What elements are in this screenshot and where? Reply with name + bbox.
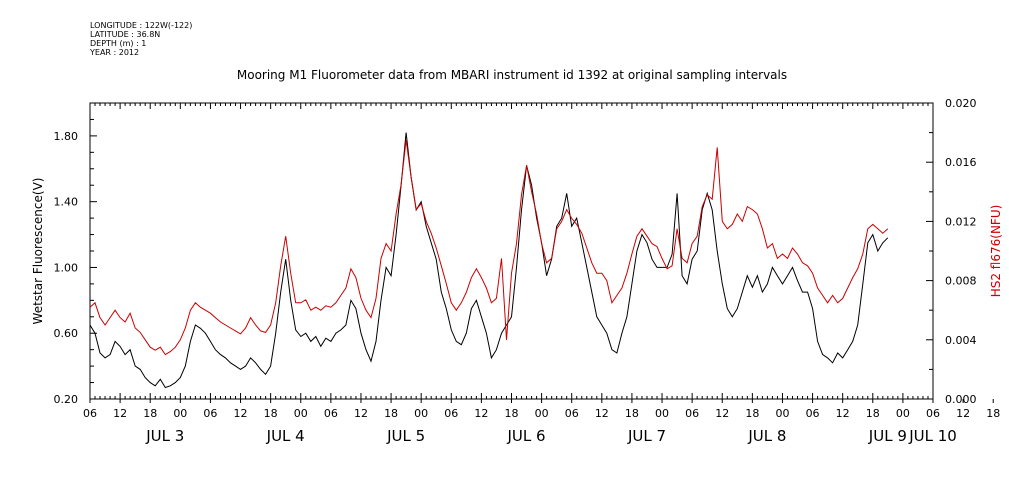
x-hour-tick-label: 18 — [986, 407, 1000, 420]
meta-longitude: LONGITUDE : 122W(-122) — [90, 21, 192, 30]
x-hour-tick-label: 12 — [234, 407, 248, 420]
x-hour-tick-label: 18 — [143, 407, 157, 420]
x-hour-tick-label: 06 — [926, 407, 940, 420]
x-day-labels: JUL 3 JUL 4 JUL 5 JUL 6 JUL 7 JUL 8 JUL 9 JUL 1… — [145, 427, 957, 445]
x-day-label: JUL 9 — [868, 427, 907, 445]
x-hour-tick-label: 12 — [474, 407, 488, 420]
y2-axis-label: HS2 fl676(NFU) — [989, 205, 1003, 298]
y-left-tick-label: 1.80 — [54, 130, 79, 143]
x-hour-tick-label: 12 — [113, 407, 127, 420]
y-left-tick-labels: 0.20 0.60 1.00 1.40 1.80 — [54, 130, 79, 406]
x-hour-tick-label: 06 — [685, 407, 699, 420]
meta-latitude: LATITUDE : 36.8N — [90, 30, 160, 39]
x-hour-tick-label: 18 — [625, 407, 639, 420]
y-right-tick-label: 0.008 — [945, 275, 977, 288]
x-day-label: JUL 3 — [145, 427, 184, 445]
x-day-label: JUL 7 — [627, 427, 666, 445]
x-hour-tick-label: 12 — [354, 407, 368, 420]
x-hour-tick-label: 00 — [294, 407, 308, 420]
x-hour-tick-label: 00 — [655, 407, 669, 420]
y-right-tick-label: 0.000 — [945, 393, 977, 406]
y-right-tick-label: 0.020 — [945, 97, 977, 110]
x-hour-tick-label: 12 — [715, 407, 729, 420]
y-left-tick-label: 1.00 — [54, 261, 79, 274]
y-left-tick-label: 0.60 — [54, 327, 79, 340]
x-hour-tick-label: 06 — [83, 407, 97, 420]
x-day-label: JUL 5 — [386, 427, 425, 445]
axis-ticks — [89, 102, 994, 403]
y-right-tick-label: 0.012 — [945, 215, 977, 228]
x-hour-tick-labels: 06 12 18 00 06 12 18 00 06 12 18 00 06 12 18 00 06 12 18 00… — [83, 407, 1000, 420]
x-hour-tick-label: 00 — [173, 407, 187, 420]
y-left-tick-label: 0.20 — [54, 393, 79, 406]
series-line-1 — [89, 132, 889, 389]
x-day-label: JUL 6 — [507, 427, 546, 445]
x-day-label: JUL 8 — [747, 427, 786, 445]
x-hour-tick-label: 00 — [775, 407, 789, 420]
x-hour-tick-label: 06 — [565, 407, 579, 420]
x-hour-tick-label: 06 — [324, 407, 338, 420]
x-day-label: JUL 10 — [908, 427, 957, 445]
x-hour-tick-label: 00 — [535, 407, 549, 420]
x-hour-tick-label: 18 — [264, 407, 278, 420]
y-right-tick-label: 0.016 — [945, 156, 977, 169]
x-hour-tick-label: 06 — [203, 407, 217, 420]
y-right-tick-label: 0.004 — [945, 334, 977, 347]
x-hour-tick-label: 12 — [595, 407, 609, 420]
x-day-label: JUL 4 — [266, 427, 305, 445]
y-right-tick-labels: 0.000 0.004 0.008 0.012 0.016 0.020 — [945, 97, 977, 406]
plot-frame — [89, 102, 934, 400]
series-line-2 — [89, 139, 889, 356]
series-layer — [89, 132, 889, 389]
chart-title: Mooring M1 Fluorometer data from MBARI i… — [237, 68, 787, 82]
x-hour-tick-label: 12 — [836, 407, 850, 420]
x-hour-tick-label: 12 — [956, 407, 970, 420]
x-hour-tick-label: 18 — [745, 407, 759, 420]
y-left-tick-label: 1.40 — [54, 196, 79, 209]
y-axis-label: Wetstar Fluorescence(V) — [31, 178, 45, 325]
x-hour-tick-label: 18 — [384, 407, 398, 420]
x-hour-tick-label: 18 — [866, 407, 880, 420]
meta-depth: DEPTH (m) : 1 — [90, 39, 146, 48]
x-hour-tick-label: 06 — [444, 407, 458, 420]
x-hour-tick-label: 00 — [896, 407, 910, 420]
x-hour-tick-label: 18 — [505, 407, 519, 420]
x-hour-tick-label: 06 — [806, 407, 820, 420]
x-hour-tick-label: 00 — [414, 407, 428, 420]
meta-year: YEAR : 2012 — [89, 48, 139, 57]
